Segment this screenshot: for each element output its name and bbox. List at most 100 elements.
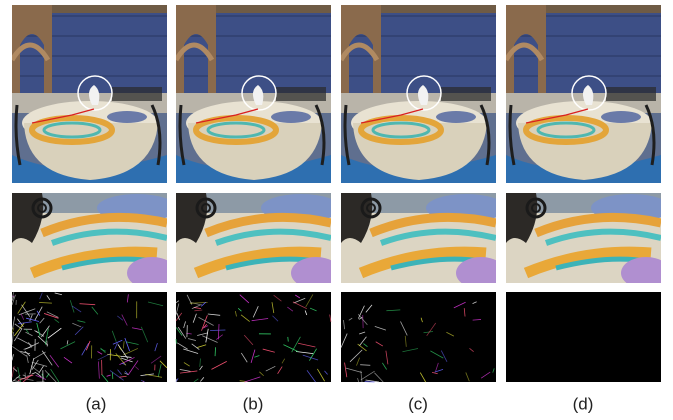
error-stroke (375, 341, 384, 347)
scene-image (12, 5, 167, 183)
error-stroke (71, 305, 82, 313)
error-stroke (386, 309, 401, 312)
error-stroke (210, 329, 226, 331)
error-stroke (324, 370, 328, 375)
error-stroke (63, 356, 73, 364)
error-stroke (191, 343, 200, 350)
error-stroke (157, 363, 162, 378)
error-stroke (385, 350, 389, 365)
error-stroke (119, 375, 127, 378)
error-stroke (117, 344, 129, 359)
error-stroke (295, 294, 301, 299)
error-stroke (11, 327, 15, 334)
error-stroke (187, 338, 196, 341)
error-stroke (434, 369, 444, 373)
error-stroke (348, 317, 353, 321)
error-stroke (237, 308, 242, 312)
error-stroke (423, 331, 434, 334)
error-stroke (420, 317, 423, 323)
error-stroke (293, 297, 306, 304)
error-stroke (271, 302, 275, 314)
error-stroke (252, 305, 259, 318)
error-stroke (329, 314, 332, 323)
error-stroke (124, 337, 130, 352)
error-stroke (50, 368, 60, 383)
error-stroke (365, 304, 373, 313)
error-stroke (400, 321, 408, 336)
error-stroke (115, 353, 127, 366)
error-stroke (251, 318, 269, 322)
error-stroke (47, 327, 62, 339)
error-stroke (179, 370, 198, 374)
error-stroke (54, 292, 63, 296)
error-stroke (419, 372, 426, 383)
error-stroke (126, 341, 139, 345)
error-stroke (465, 372, 470, 382)
error-stroke (382, 362, 387, 370)
error-stroke (305, 294, 314, 308)
error-stroke (159, 360, 168, 369)
error-stroke (20, 313, 25, 320)
error-stroke (177, 326, 187, 339)
error-stroke (46, 311, 59, 318)
error-stroke (240, 352, 248, 363)
error-stroke (17, 367, 22, 383)
error-stroke (176, 312, 180, 321)
error-stroke (135, 366, 140, 370)
error-stroke (150, 355, 162, 364)
error-stroke (44, 328, 49, 345)
error-stroke (472, 301, 477, 305)
error-stroke (12, 316, 16, 330)
error-stroke (175, 327, 183, 336)
error-stroke (14, 322, 25, 337)
caption: (b) (243, 394, 264, 413)
error-stroke (43, 313, 59, 319)
error-stroke (183, 348, 199, 354)
error-stroke (140, 326, 149, 343)
error-stroke (39, 302, 52, 304)
error-stroke (175, 312, 183, 322)
error-stroke (31, 371, 37, 375)
error-stroke (357, 343, 367, 352)
error-stroke (202, 325, 209, 329)
error-stroke (343, 320, 345, 330)
error-stroke (205, 328, 209, 343)
error-stroke (304, 310, 308, 316)
caption: (d) (573, 394, 594, 413)
error-stroke (453, 301, 466, 309)
error-stroke (30, 365, 40, 373)
error-stroke (259, 371, 264, 377)
error-stroke (435, 362, 439, 372)
error-stroke (11, 292, 15, 299)
error-stroke (118, 346, 122, 351)
error-stroke (200, 377, 205, 382)
error-stroke (179, 369, 191, 372)
error-stroke (26, 317, 40, 322)
error-stroke (404, 335, 407, 347)
error-stroke (17, 301, 26, 314)
error-stroke (147, 301, 164, 307)
error-stroke (262, 348, 275, 353)
error-stroke (117, 369, 123, 375)
error-stroke (211, 361, 227, 370)
error-stroke (117, 315, 124, 321)
error-stroke (203, 324, 208, 329)
error-stroke (197, 332, 208, 336)
error-stroke (240, 314, 250, 322)
error-stroke (114, 342, 118, 350)
error-stroke (112, 339, 123, 345)
error-stroke (340, 333, 348, 348)
error-stroke (239, 294, 250, 304)
error-stroke (12, 346, 27, 357)
error-stroke (197, 344, 207, 348)
error-stroke (81, 342, 90, 356)
error-stroke (97, 351, 103, 355)
error-stroke (207, 313, 221, 316)
error-stroke (349, 349, 363, 363)
error-stroke (26, 355, 29, 363)
error-stroke (106, 374, 111, 377)
error-stroke (446, 331, 455, 337)
error-stroke (97, 352, 112, 361)
error-stroke (85, 340, 91, 351)
